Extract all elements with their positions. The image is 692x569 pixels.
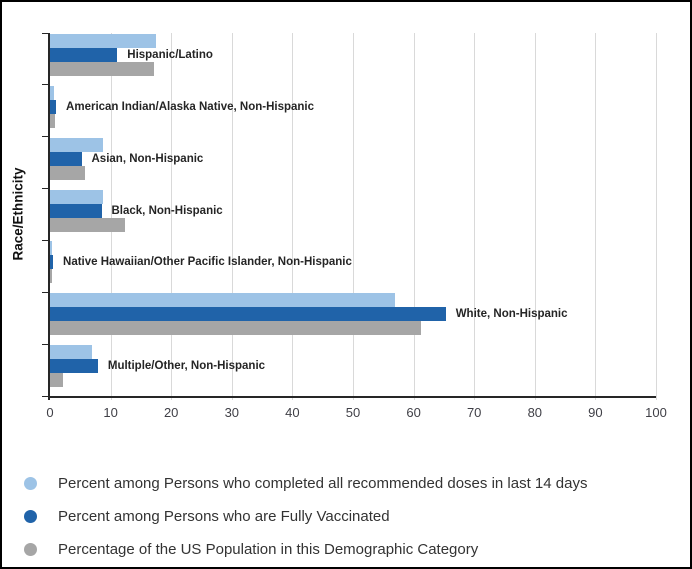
bar-us-population[interactable] (50, 113, 55, 128)
x-tick-label: 30 (224, 405, 240, 420)
gridline (353, 33, 354, 400)
category-label: American Indian/Alaska Native, Non-Hispa… (66, 100, 315, 113)
legend: Percent among Persons who completed all … (22, 473, 587, 560)
bar-us-population[interactable] (50, 321, 421, 336)
bar-us-population[interactable] (50, 62, 155, 76)
x-axis-line (48, 396, 656, 398)
bar-us-population[interactable] (50, 217, 126, 232)
bar-us-population[interactable] (50, 269, 52, 284)
bar-completed-14-days[interactable] (50, 189, 104, 204)
x-tick-label: 50 (345, 405, 361, 420)
legend-swatch-completed-14-days-icon (24, 477, 37, 490)
gridline (171, 33, 173, 400)
gridline (413, 33, 415, 400)
gridline (292, 33, 294, 400)
category-label: Asian, Non-Hispanic (91, 152, 204, 165)
bar-fully-vaccinated[interactable] (50, 151, 82, 166)
plot-area: Hispanic/Latino American Indian/Alaska Na… (42, 32, 657, 400)
y-axis-tick (42, 395, 48, 397)
bar-fully-vaccinated[interactable] (50, 48, 118, 62)
bar-fully-vaccinated[interactable] (50, 307, 446, 322)
legend-label: Percent among Persons who completed all … (58, 475, 588, 492)
legend-item-us-population[interactable]: Percentage of the US Population in this … (22, 539, 587, 560)
y-axis-tick (42, 239, 48, 241)
x-axis-tick-labels: 0 10 20 30 40 50 60 70 80 90 100 (46, 405, 666, 423)
legend-item-completed-14-days[interactable]: Percent among Persons who completed all … (22, 473, 587, 494)
category-label: Multiple/Other, Non-Hispanic (107, 360, 266, 373)
y-axis-tick (42, 343, 48, 345)
bar-completed-14-days[interactable] (50, 85, 55, 100)
bar-completed-14-days[interactable] (50, 34, 157, 48)
y-axis-tick (42, 32, 48, 34)
x-tick-label: 10 (103, 405, 118, 420)
legend-label: Percentage of the US Population in this … (58, 541, 479, 558)
bar-completed-14-days[interactable] (50, 293, 396, 308)
x-tick-label: 100 (645, 405, 667, 420)
y-axis-line (48, 33, 50, 400)
gridline (231, 33, 233, 400)
y-axis-tick (42, 188, 48, 190)
bar-fully-vaccinated[interactable] (50, 359, 98, 374)
bar-fully-vaccinated[interactable] (50, 99, 57, 114)
y-axis-title: Race/Ethnicity (10, 167, 26, 261)
x-tick-label: 60 (406, 405, 421, 420)
x-tick-label: 90 (588, 405, 603, 420)
x-tick-label: 70 (466, 405, 482, 420)
bar-us-population[interactable] (50, 165, 86, 180)
gridline (474, 33, 476, 400)
gridline (595, 33, 597, 400)
gridline (534, 33, 536, 400)
legend-item-fully-vaccinated[interactable]: Percent among Persons who are Fully Vacc… (22, 506, 587, 527)
x-tick-label: 0 (46, 405, 54, 420)
bar-us-population[interactable] (50, 373, 64, 388)
x-tick-label: 80 (527, 405, 543, 420)
gridline (656, 33, 657, 400)
bar-completed-14-days[interactable] (50, 241, 53, 256)
bar-completed-14-days[interactable] (50, 137, 103, 152)
category-label: White, Non-Hispanic (455, 308, 568, 321)
legend-swatch-fully-vaccinated-icon (24, 510, 37, 523)
y-axis-tick (42, 136, 48, 138)
category-label: Black, Non-Hispanic (111, 204, 223, 217)
gridline (110, 33, 112, 400)
x-tick-label: 20 (163, 405, 179, 420)
y-axis-tick (42, 84, 48, 86)
bar-fully-vaccinated[interactable] (50, 255, 54, 270)
bar-completed-14-days[interactable] (50, 345, 92, 360)
category-label: Hispanic/Latino (127, 49, 213, 61)
bar-fully-vaccinated[interactable] (50, 203, 102, 218)
category-label: Native Hawaiian/Other Pacific Islander, … (63, 256, 352, 269)
y-axis-tick (42, 291, 48, 293)
legend-label: Percent among Persons who are Fully Vacc… (58, 508, 390, 525)
x-tick-label: 40 (285, 405, 300, 420)
legend-swatch-us-population-icon (24, 543, 37, 556)
